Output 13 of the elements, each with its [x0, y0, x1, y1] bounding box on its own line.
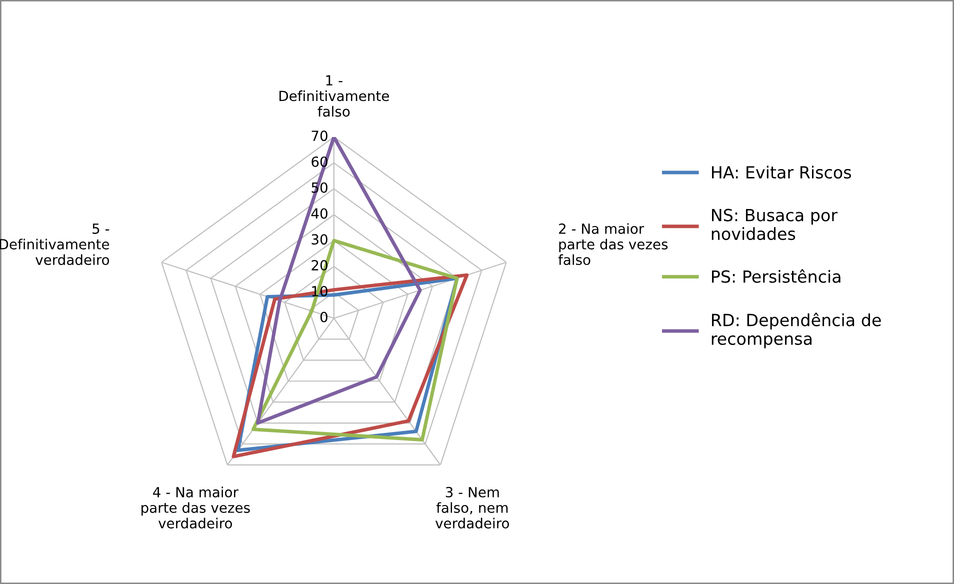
spoke-label: 4 - Na maior parte das vezes verdadeiro: [142, 486, 250, 528]
legend-label: PS: Persistência: [712, 269, 840, 283]
legend-label: HA: Evitar Riscos: [712, 166, 851, 179]
legend-label: NS: Busaca por novidades: [712, 208, 838, 240]
spoke-label: 3 - Nem falso, nem verdadeiro: [435, 486, 509, 528]
y-tick-label: 0: [320, 312, 328, 322]
y-tick-label: 30: [312, 234, 328, 245]
spoke-label: 2 - Na maior parte das vezes falso: [558, 223, 668, 266]
spoke-label: 1 - Definitivamente falso: [279, 75, 389, 117]
y-tick-label: 40: [311, 208, 328, 219]
legend-label: RD: Dependência de recompensa: [712, 312, 881, 348]
y-tick-label: 70: [312, 130, 328, 142]
spoke-label: 5 - Definitivamente verdadeiro: [0, 224, 110, 266]
